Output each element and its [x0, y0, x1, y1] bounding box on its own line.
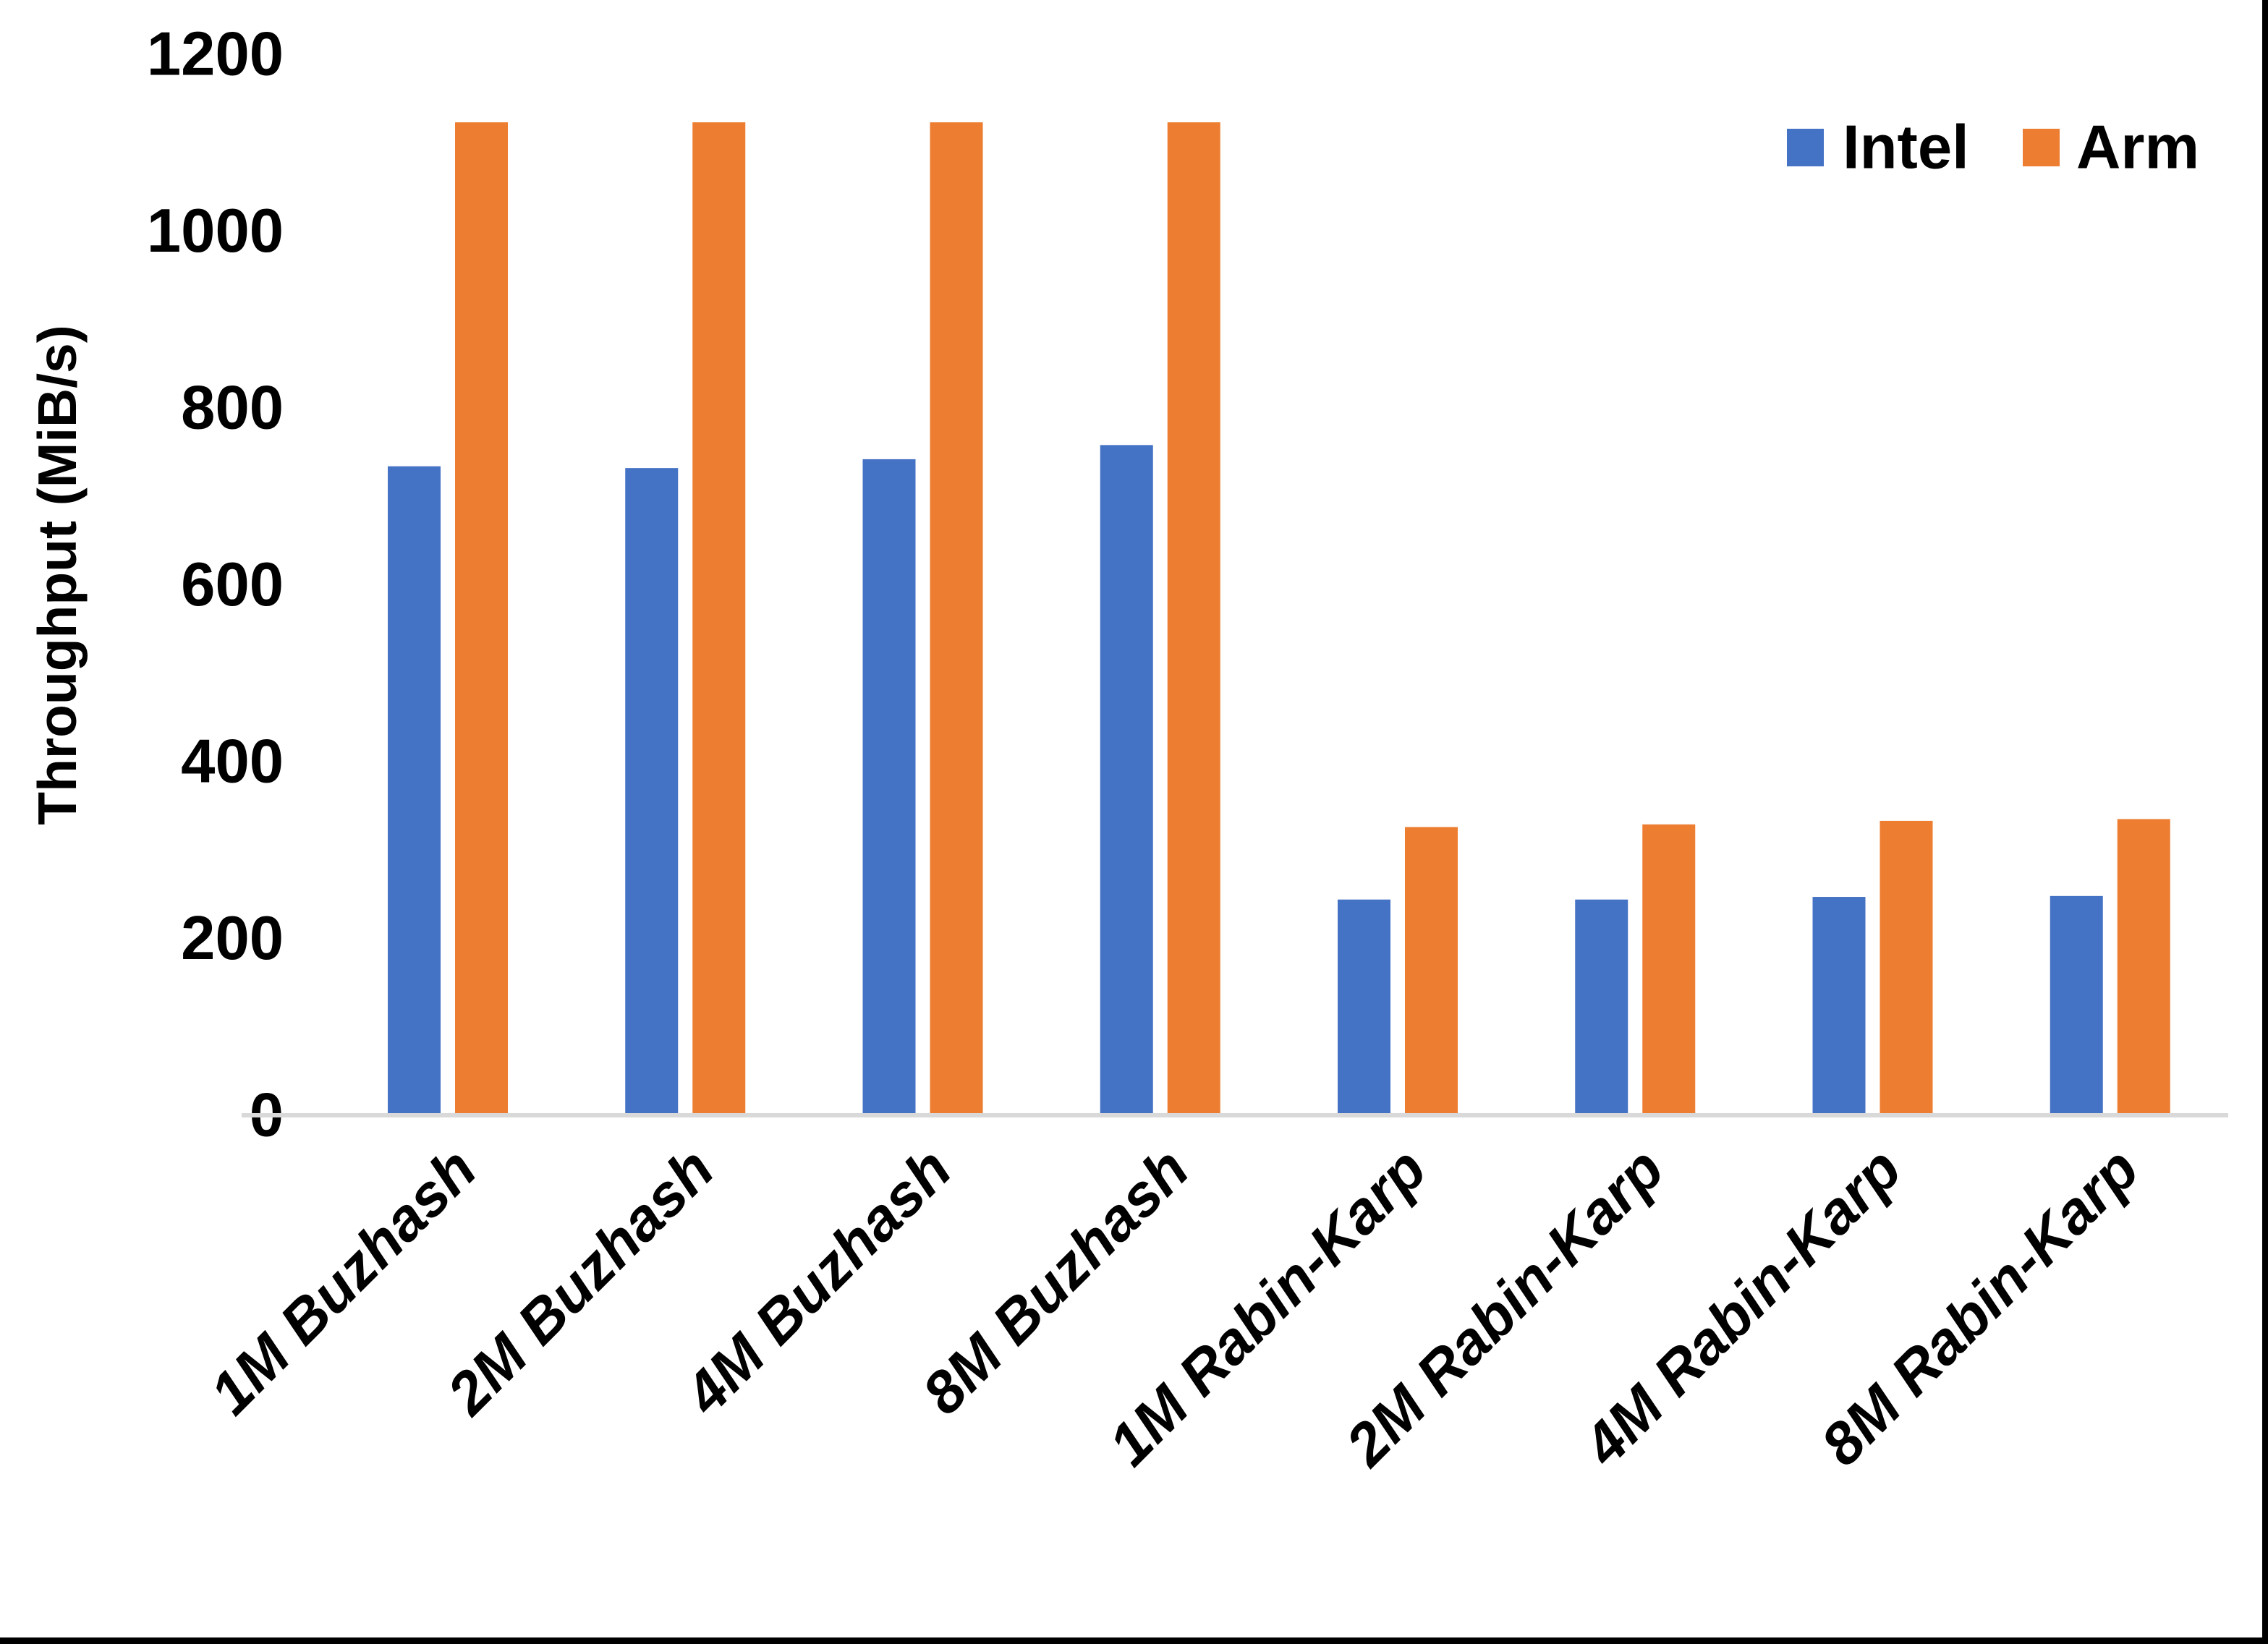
- bar-arm-1m-buzhash: [455, 122, 508, 1115]
- bar-intel-1m-rabin-karp: [1338, 899, 1390, 1115]
- bar-intel-4m-rabin-karp: [1812, 897, 1866, 1115]
- bar-arm-2m-rabin-karp: [1642, 824, 1696, 1115]
- page-border-right: [2262, 0, 2268, 1644]
- legend-label-arm: Arm: [2076, 114, 2199, 182]
- y-tick-label-800: 800: [181, 374, 284, 443]
- bar-arm-1m-rabin-karp: [1405, 827, 1458, 1115]
- y-tick-label-400: 400: [181, 728, 284, 796]
- legend-swatch-arm: [2023, 129, 2060, 166]
- bar-intel-2m-buzhash: [625, 468, 679, 1115]
- legend-swatch-intel: [1787, 129, 1824, 166]
- bar-arm-4m-buzhash: [930, 122, 983, 1115]
- y-tick-label-600: 600: [181, 550, 284, 619]
- y-tick-label-200: 200: [181, 904, 284, 973]
- bar-intel-8m-buzhash: [1100, 445, 1153, 1115]
- bar-intel-8m-rabin-karp: [2050, 895, 2103, 1115]
- y-tick-label-1200: 1200: [147, 20, 284, 89]
- bar-arm-8m-buzhash: [1167, 122, 1220, 1115]
- bar-arm-2m-buzhash: [692, 122, 746, 1115]
- bar-arm-4m-rabin-karp: [1880, 820, 1933, 1115]
- y-axis-title: Throughput (MiB/s): [27, 325, 88, 825]
- bar-intel-4m-buzhash: [862, 459, 916, 1115]
- legend-label-intel: Intel: [1843, 114, 1969, 182]
- bar-intel-1m-buzhash: [388, 466, 441, 1115]
- bar-groups: [388, 122, 2170, 1115]
- y-tick-label-1000: 1000: [147, 197, 284, 265]
- bar-arm-8m-rabin-karp: [2117, 819, 2170, 1115]
- chart-legend: Intel Arm: [1787, 114, 2199, 182]
- page-border-bottom: [0, 1637, 2268, 1644]
- bar-intel-2m-rabin-karp: [1575, 899, 1628, 1115]
